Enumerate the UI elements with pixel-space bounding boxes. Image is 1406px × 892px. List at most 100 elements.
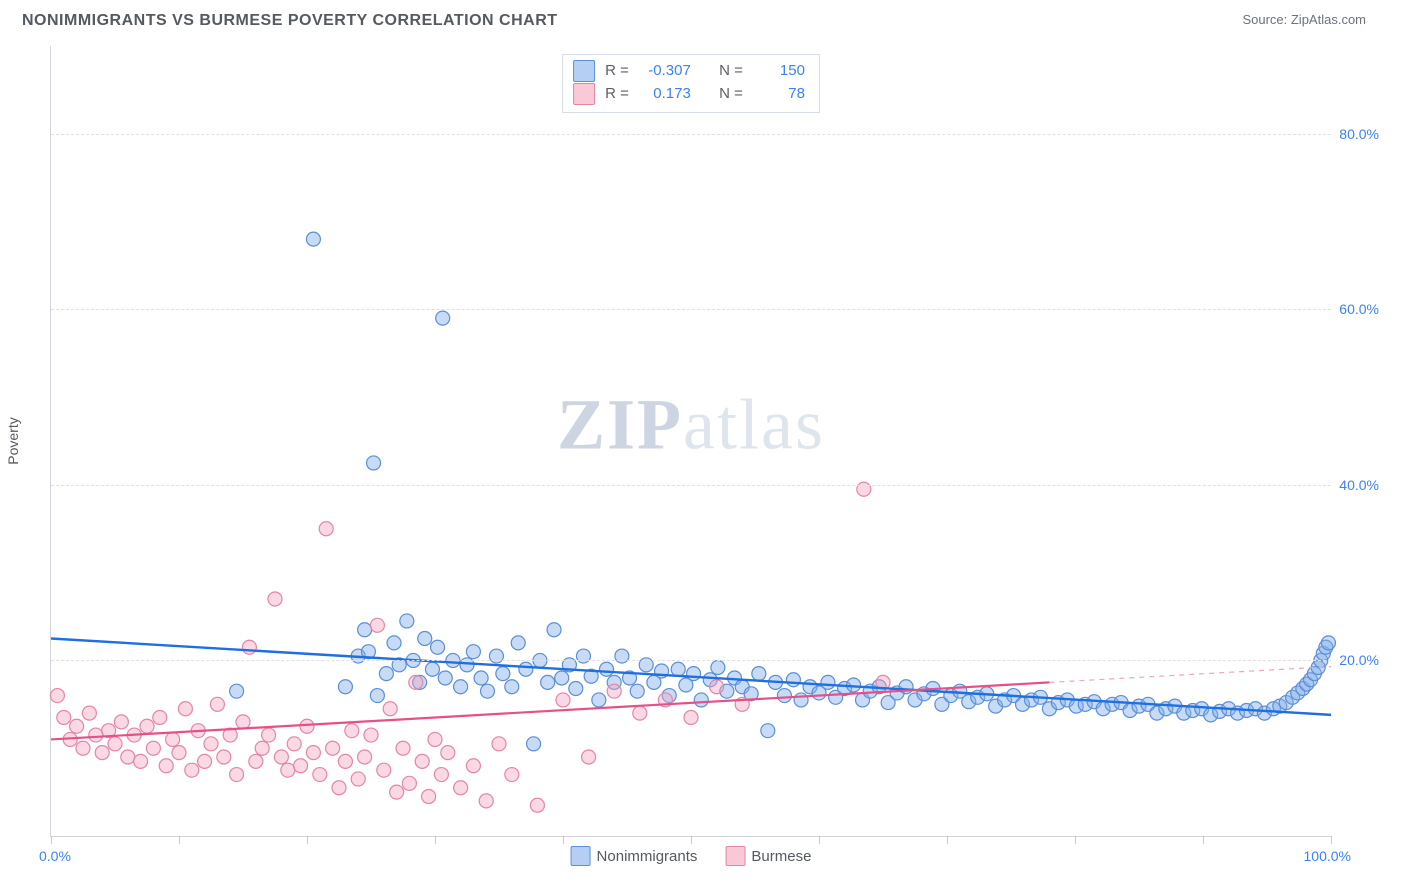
data-point — [454, 680, 468, 694]
x-tick — [819, 836, 820, 844]
data-point — [76, 741, 90, 755]
data-point — [300, 719, 314, 733]
data-point — [422, 790, 436, 804]
stat-n-label: N = — [719, 59, 743, 82]
data-point — [172, 746, 186, 760]
data-point — [210, 697, 224, 711]
gridline — [51, 660, 1331, 661]
data-point — [434, 768, 448, 782]
data-point — [582, 750, 596, 764]
y-tick-label: 60.0% — [1335, 301, 1379, 317]
data-point — [592, 693, 606, 707]
data-point — [466, 759, 480, 773]
data-point — [146, 741, 160, 755]
data-point — [351, 772, 365, 786]
data-point — [274, 750, 288, 764]
data-point — [496, 667, 510, 681]
data-point — [694, 693, 708, 707]
data-point — [466, 645, 480, 659]
data-point — [95, 746, 109, 760]
data-point — [306, 746, 320, 760]
data-point — [821, 675, 835, 689]
legend-swatch — [725, 846, 745, 866]
x-tick — [179, 836, 180, 844]
data-point — [530, 798, 544, 812]
data-point — [89, 728, 103, 742]
data-point — [159, 759, 173, 773]
data-point — [418, 632, 432, 646]
data-point — [70, 719, 84, 733]
data-point — [82, 706, 96, 720]
data-point — [671, 662, 685, 676]
data-point — [370, 689, 384, 703]
plot-area: Poverty ZIPatlas R =-0.307 N =150R =0.17… — [50, 46, 1331, 837]
data-point — [687, 667, 701, 681]
stat-row: R =-0.307 N =150 — [573, 59, 805, 82]
stat-r-label: R = — [605, 82, 629, 105]
data-point — [345, 724, 359, 738]
data-point — [505, 768, 519, 782]
legend-item: Nonimmigrants — [571, 846, 698, 866]
data-point — [230, 768, 244, 782]
data-point — [217, 750, 231, 764]
data-point — [367, 456, 381, 470]
chart-title: NONIMMIGRANTS VS BURMESE POVERTY CORRELA… — [22, 12, 558, 30]
data-point — [387, 636, 401, 650]
data-point — [409, 675, 423, 689]
x-tick — [947, 836, 948, 844]
data-point — [556, 693, 570, 707]
data-point — [364, 728, 378, 742]
data-point — [242, 640, 256, 654]
data-point — [306, 232, 320, 246]
data-point — [474, 671, 488, 685]
data-point — [569, 682, 583, 696]
data-point — [402, 776, 416, 790]
data-point — [786, 673, 800, 687]
data-point — [57, 711, 71, 725]
legend-item: Burmese — [725, 846, 811, 866]
legend-swatch — [571, 846, 591, 866]
data-point — [268, 592, 282, 606]
data-point — [166, 732, 180, 746]
regression-line-ext — [1049, 667, 1331, 683]
data-point — [400, 614, 414, 628]
data-point — [319, 522, 333, 536]
data-point — [236, 715, 250, 729]
data-point — [134, 754, 148, 768]
y-tick-label: 40.0% — [1335, 477, 1379, 493]
data-point — [249, 754, 263, 768]
data-point — [441, 746, 455, 760]
legend-label: Nonimmigrants — [597, 848, 698, 865]
x-tick — [691, 836, 692, 844]
data-point — [436, 311, 450, 325]
y-tick-label: 80.0% — [1335, 126, 1379, 142]
data-point — [794, 693, 808, 707]
data-point — [50, 689, 64, 703]
data-point — [338, 754, 352, 768]
data-point — [600, 662, 614, 676]
data-point — [505, 680, 519, 694]
data-point — [752, 667, 766, 681]
gridline — [51, 485, 1331, 486]
x-tick — [1075, 836, 1076, 844]
y-axis-label: Poverty — [5, 417, 21, 464]
x-tick — [307, 836, 308, 844]
stat-r-value: 0.173 — [639, 82, 691, 105]
data-point — [555, 671, 569, 685]
data-point — [480, 684, 494, 698]
data-point — [684, 711, 698, 725]
data-point — [326, 741, 340, 755]
data-point — [492, 737, 506, 751]
data-point — [431, 640, 445, 654]
x-tick — [563, 836, 564, 844]
stat-r-label: R = — [605, 59, 629, 82]
x-axis-right-label: 100.0% — [1304, 848, 1351, 864]
data-point — [479, 794, 493, 808]
data-point — [287, 737, 301, 751]
data-point — [519, 662, 533, 676]
legend: Nonimmigrants Burmese — [571, 846, 812, 866]
data-point — [377, 763, 391, 777]
data-point — [777, 689, 791, 703]
stat-box: R =-0.307 N =150R =0.173 N =78 — [562, 54, 820, 113]
data-point — [358, 750, 372, 764]
